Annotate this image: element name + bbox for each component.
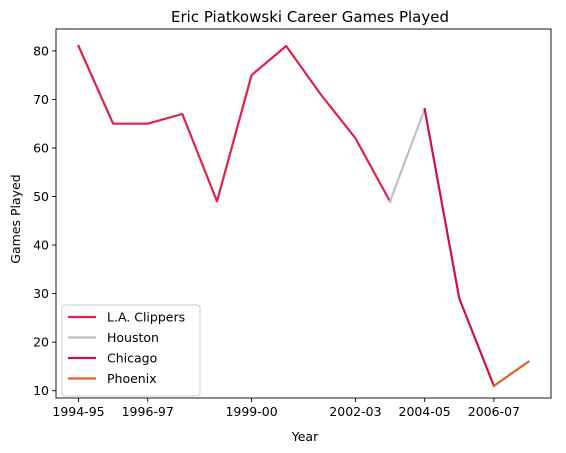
x-tick-label: 1994-95 [52,404,104,419]
y-tick-label: 60 [33,140,49,155]
legend: L.A. Clippers Houston Chicago Phoenix [62,305,200,396]
y-tick-label: 80 [33,43,49,58]
x-tick-label: 1996-97 [122,404,174,419]
y-tick-label: 40 [33,238,49,253]
y-tick-label: 70 [33,92,49,107]
x-tick-label: 2004-05 [399,404,451,419]
legend-label: Chicago [107,351,157,366]
x-axis-label: Year [291,429,319,444]
y-tick-label: 30 [33,286,49,301]
x-tick-label: 2002-03 [329,404,381,419]
chart-title: Eric Piatkowski Career Games Played [171,8,449,26]
y-tick-label: 50 [33,189,49,204]
legend-label: L.A. Clippers [107,310,185,325]
x-tick-label: 2006-07 [468,404,520,419]
y-axis-label: Games Played [8,174,23,263]
y-tick-label: 20 [33,335,49,350]
legend-label: Houston [107,330,159,345]
y-tick-label: 10 [33,383,49,398]
legend-label: Phoenix [107,371,157,386]
x-tick-label: 1999-00 [225,404,277,419]
